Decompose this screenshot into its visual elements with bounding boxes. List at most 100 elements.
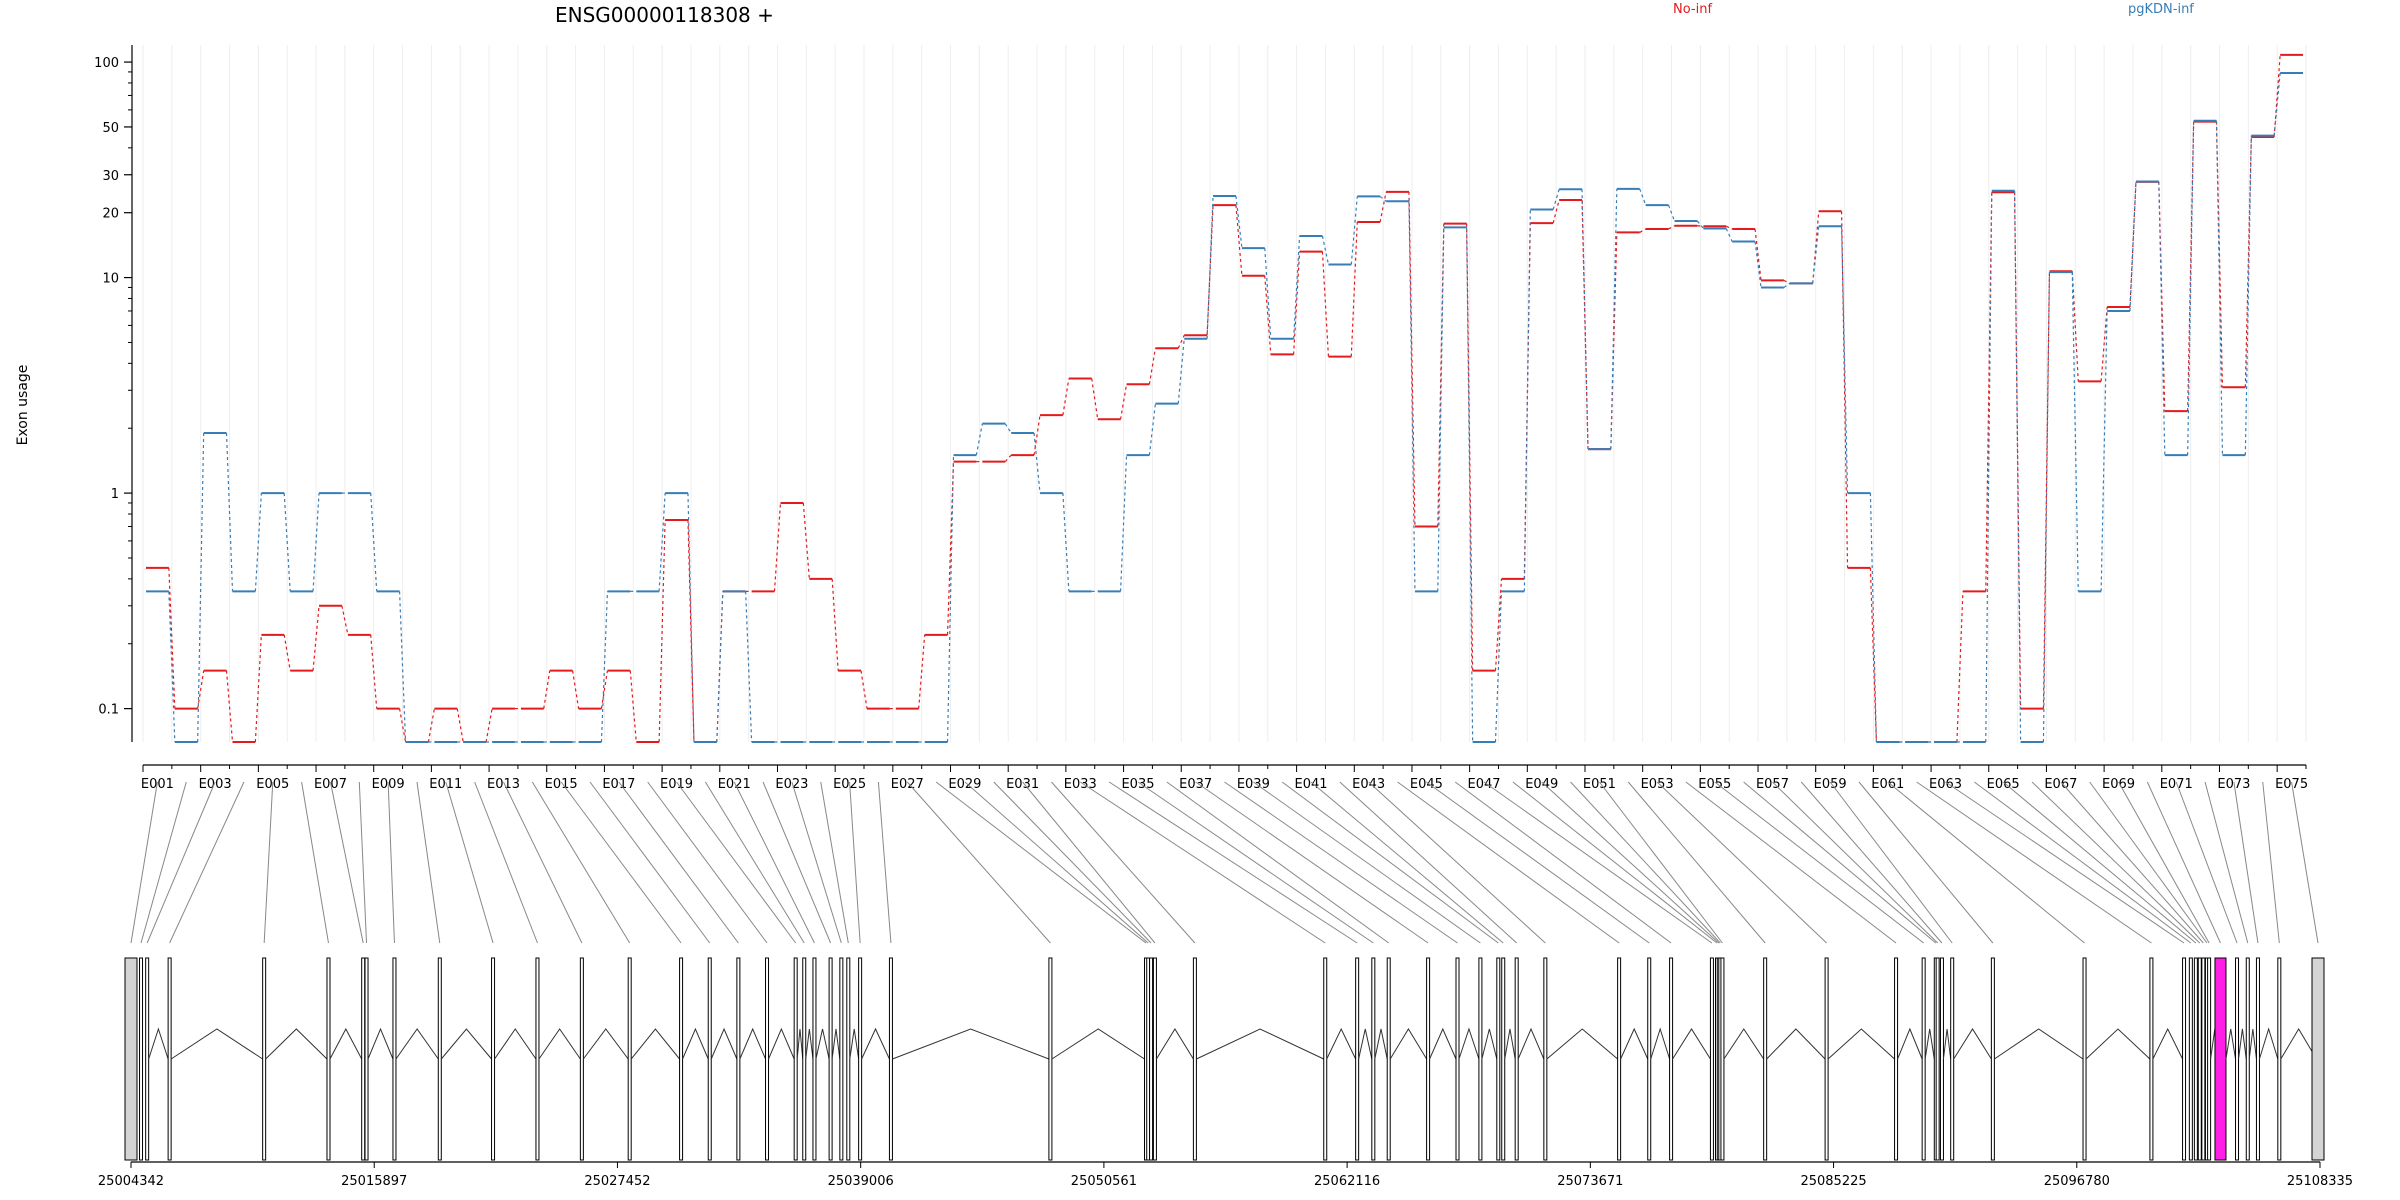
- exon-tick-label: E057: [1756, 777, 1789, 792]
- exon-box: [2193, 957, 2198, 1161]
- exon-connector: [1887, 781, 2085, 944]
- series-connector: [773, 502, 782, 592]
- series-connector: [1494, 591, 1503, 743]
- exon-connector: [358, 781, 368, 944]
- series-connector: [658, 493, 666, 592]
- exon-box: [1192, 957, 1197, 1161]
- exon-box: [262, 957, 267, 1161]
- intron-line: [1326, 1027, 1357, 1060]
- series-connector: [1119, 455, 1128, 592]
- exon-connector: [1800, 781, 1943, 944]
- exon-connector: [1454, 781, 1672, 944]
- exon-box: [167, 957, 172, 1161]
- exon-box: [793, 957, 798, 1161]
- exon-box: [1426, 957, 1431, 1161]
- exon-box: [1496, 957, 1501, 1161]
- series-connector: [312, 605, 320, 671]
- exon-box: [2311, 957, 2325, 1161]
- series-connector: [1725, 228, 1733, 242]
- intron-line: [1924, 1028, 1935, 1060]
- intron-line: [1942, 1028, 1952, 1060]
- series-connector: [918, 634, 926, 709]
- exon-tick-label: E031: [1006, 777, 1039, 792]
- exon-box: [707, 957, 712, 1161]
- exon-box: [679, 957, 684, 1161]
- exon-connector: [416, 781, 441, 944]
- exon-tick-label: E043: [1352, 777, 1385, 792]
- exon-connector: [1483, 781, 1713, 944]
- intron-line: [892, 1028, 1050, 1060]
- series-connector: [2215, 120, 2224, 456]
- exon-connector: [1137, 781, 1374, 944]
- exon-box: [1921, 957, 1926, 1161]
- exon-box: [839, 957, 844, 1161]
- intron-line: [440, 1028, 492, 1060]
- series-connector: [1754, 228, 1762, 281]
- exon-tick-label: E063: [1929, 777, 1962, 792]
- intron-line: [1458, 1027, 1480, 1060]
- exon-tick-label: E021: [718, 777, 751, 792]
- exon-tick-label: E067: [2044, 777, 2077, 792]
- exon-connector: [474, 781, 538, 944]
- intron-line: [1827, 1028, 1895, 1060]
- exon-tick-label: E059: [1814, 777, 1847, 792]
- exon-tick-label: E055: [1698, 777, 1731, 792]
- y-axis: 0.1 1 10 20 30 50 100: [94, 45, 133, 742]
- exon-box: [1371, 957, 1376, 1161]
- exon-connector: [993, 781, 1152, 944]
- series-connector: [341, 605, 349, 635]
- intron-line: [2225, 1028, 2237, 1060]
- exon-box: [1152, 957, 1157, 1161]
- exon-connector: [2204, 781, 2249, 944]
- exon-connector: [2002, 781, 2197, 944]
- intron-line: [1897, 1027, 1923, 1060]
- exon-connector: [762, 781, 832, 944]
- exon-box: [1939, 957, 1944, 1161]
- series-connector: [860, 670, 868, 709]
- series-connector: [1062, 378, 1070, 416]
- exon-box: [437, 957, 442, 1161]
- exon-tick-label: E069: [2102, 777, 2135, 792]
- exon-tick-label: E027: [891, 777, 924, 792]
- exon-tick-label: E065: [1987, 777, 2020, 792]
- exon-box: [812, 957, 817, 1161]
- exon-box: [1543, 957, 1548, 1161]
- exon-box: [1709, 957, 1714, 1161]
- series-connector: [197, 670, 205, 709]
- y-tick-label: 10: [102, 272, 119, 287]
- intron-line: [2258, 1027, 2279, 1060]
- coordinate-label: 25004342: [98, 1174, 164, 1189]
- gridlines: [142, 45, 2307, 742]
- series-connector: [1033, 415, 1041, 456]
- series-connector: [1321, 235, 1330, 265]
- coordinate-label: 25015897: [341, 1174, 407, 1189]
- intron-line: [1672, 1028, 1711, 1060]
- coordinate-label: 25039006: [828, 1174, 894, 1189]
- exon-box: [392, 957, 397, 1161]
- exon-tick-label: E013: [487, 777, 520, 792]
- series-connector: [1206, 205, 1214, 336]
- series-connector: [1350, 196, 1358, 265]
- exon-connector: [647, 781, 768, 944]
- exon-tick-label: E033: [1064, 777, 1097, 792]
- y-tick-label: 50: [102, 121, 119, 136]
- intron-line: [1389, 1028, 1428, 1060]
- series-connector: [1379, 191, 1387, 223]
- coordinate-label: 25027452: [584, 1174, 650, 1189]
- intron-line: [1481, 1028, 1498, 1060]
- coordinate-label: 25062116: [1314, 1174, 1380, 1189]
- exon-tick-label: E015: [545, 777, 578, 792]
- exon-connector: [2060, 781, 2204, 944]
- exon-connector: [1108, 781, 1358, 944]
- intron-line: [2280, 1028, 2317, 1060]
- intron-line: [582, 1028, 629, 1060]
- exon-connector: [140, 781, 187, 944]
- intron-line: [796, 1028, 804, 1060]
- y-tick-label: 20: [102, 207, 119, 222]
- exon-connector: [1541, 781, 1720, 944]
- intron-line: [805, 1028, 814, 1060]
- series-connector: [2215, 121, 2224, 388]
- exon-box: [491, 957, 496, 1161]
- series-connector: [1783, 279, 1791, 284]
- intron-line: [849, 1028, 860, 1060]
